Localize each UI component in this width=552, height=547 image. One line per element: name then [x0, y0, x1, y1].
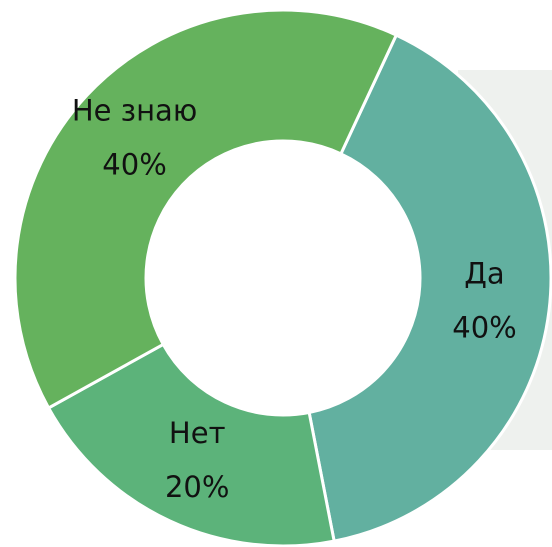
- value-label: 20%: [165, 470, 229, 504]
- donut-segment: [307, 33, 552, 543]
- value-label: 40%: [452, 311, 516, 345]
- category-label: Нет: [169, 416, 226, 450]
- donut-segment: [13, 8, 399, 410]
- category-label: Не знаю: [72, 94, 197, 128]
- donut-segment: [46, 342, 336, 547]
- category-label: Да: [464, 257, 504, 291]
- value-label: 40%: [102, 148, 166, 182]
